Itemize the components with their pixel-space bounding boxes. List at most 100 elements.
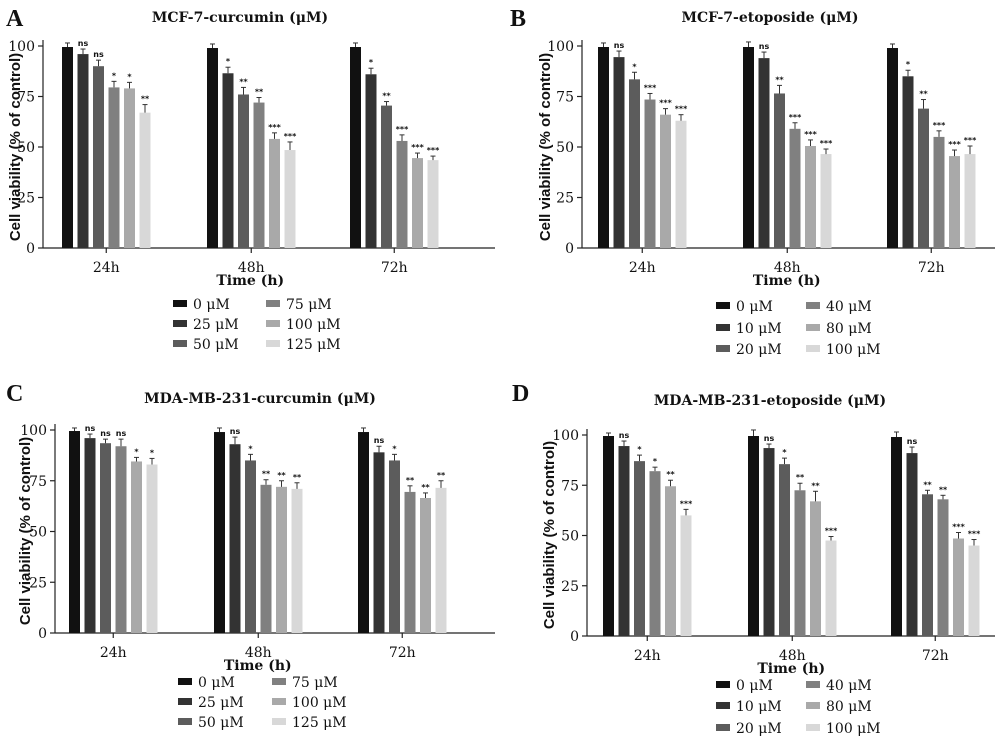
bar [675, 120, 687, 248]
bar [146, 464, 158, 633]
legend-swatch [173, 340, 187, 347]
bar [115, 446, 127, 633]
panel-c: C MDA-MB-231-curcumin (μM) 0 25 50 75 100Cell … [6, 381, 495, 731]
significance-label: ** [382, 92, 391, 101]
x-tick-label: 48h [245, 645, 272, 661]
legend-label: 75 μM [292, 675, 338, 691]
significance-label: *** [933, 121, 946, 130]
significance-label: * [248, 444, 253, 453]
legend-swatch [806, 681, 820, 688]
bar [805, 145, 816, 248]
y-tick-label: 0 [565, 241, 574, 257]
bar [949, 156, 960, 248]
bar [820, 154, 832, 248]
chart-title: MCF-7-curcumin (μM) [152, 10, 328, 26]
significance-label: *** [804, 130, 817, 139]
x-tick-label: 24h [93, 260, 120, 276]
significance-label: ns [907, 437, 918, 446]
significance-label: ns [759, 42, 770, 51]
legend-swatch [716, 724, 730, 731]
y-tick-label: 0 [26, 241, 35, 257]
significance-label: * [369, 58, 374, 67]
legend-label: 125 μM [292, 715, 347, 731]
significance-label: * [134, 447, 139, 456]
legend-swatch [173, 300, 187, 307]
significance-label: *** [411, 143, 424, 152]
chart-title: MDA-MB-231-etoposide (μM) [654, 393, 886, 409]
bar [420, 498, 431, 633]
legend-label: 40 μM [826, 299, 872, 315]
x-tick-label: 72h [389, 645, 416, 661]
legend-swatch [266, 340, 280, 347]
significance-label: *** [396, 125, 409, 134]
legend-label: 80 μM [826, 699, 872, 715]
bar [358, 432, 369, 633]
bar [748, 436, 759, 636]
bar [825, 540, 837, 636]
y-axis-label: Cell viability (% of control) [537, 53, 554, 241]
bar [598, 47, 609, 249]
significance-label: *** [948, 140, 961, 149]
x-tick-label: 72h [918, 260, 945, 276]
significance-label: ** [255, 88, 264, 97]
significance-label: ns [85, 424, 96, 433]
bar [238, 94, 249, 248]
significance-label: *** [427, 146, 440, 155]
bar [680, 515, 692, 636]
x-tick-label: 48h [774, 260, 801, 276]
legend-label: 50 μM [198, 715, 244, 731]
y-tick-label: 50 [556, 140, 574, 156]
bar [229, 444, 241, 633]
bar [396, 140, 408, 248]
bar [953, 538, 964, 636]
legend-label: 50 μM [193, 337, 239, 353]
y-tick-label: 75 [561, 478, 579, 494]
y-tick-label: 75 [17, 90, 35, 106]
significance-label: ns [374, 436, 385, 445]
significance-label: *** [644, 83, 657, 92]
bar [276, 486, 287, 633]
y-tick-label: 75 [29, 474, 47, 490]
bar [427, 160, 439, 248]
significance-label: * [112, 71, 117, 80]
bar [660, 114, 671, 249]
y-tick-label: 100 [547, 39, 574, 55]
x-tick-label: 72h [922, 648, 949, 664]
legend-label: 25 μM [198, 695, 244, 711]
x-tick-label: 24h [634, 648, 661, 664]
bar [902, 76, 914, 248]
legend-swatch [716, 345, 730, 352]
significance-label: * [782, 448, 787, 457]
legend-label: 75 μM [286, 297, 332, 313]
bar [77, 54, 89, 248]
significance-label: ** [262, 470, 271, 479]
bar [644, 99, 656, 248]
significance-label: ns [100, 429, 111, 438]
legend-label: 0 μM [736, 678, 773, 694]
bar [603, 436, 614, 636]
y-tick-label: 25 [29, 575, 47, 591]
bar [100, 443, 111, 633]
x-tick-label: 24h [629, 260, 656, 276]
legend-swatch [272, 718, 286, 725]
significance-label: *** [825, 527, 838, 536]
bar [245, 460, 256, 633]
y-tick-label: 50 [29, 525, 47, 541]
bar [69, 431, 80, 633]
bar [634, 461, 645, 636]
bar [404, 491, 416, 633]
legend-swatch [716, 324, 730, 331]
chart-title: MDA-MB-231-curcumin (μM) [144, 391, 376, 407]
chart-title: MCF-7-etoposide (μM) [682, 10, 859, 26]
significance-label: ns [230, 427, 241, 436]
bar [779, 464, 790, 636]
legend-swatch [178, 678, 192, 685]
legend-label: 20 μM [736, 721, 782, 737]
significance-label: ** [239, 77, 248, 86]
bar [968, 545, 980, 636]
legend-swatch [806, 302, 820, 309]
significance-label: *** [680, 499, 693, 508]
x-tick-label: 72h [381, 260, 408, 276]
panel-letter: B [510, 6, 526, 32]
